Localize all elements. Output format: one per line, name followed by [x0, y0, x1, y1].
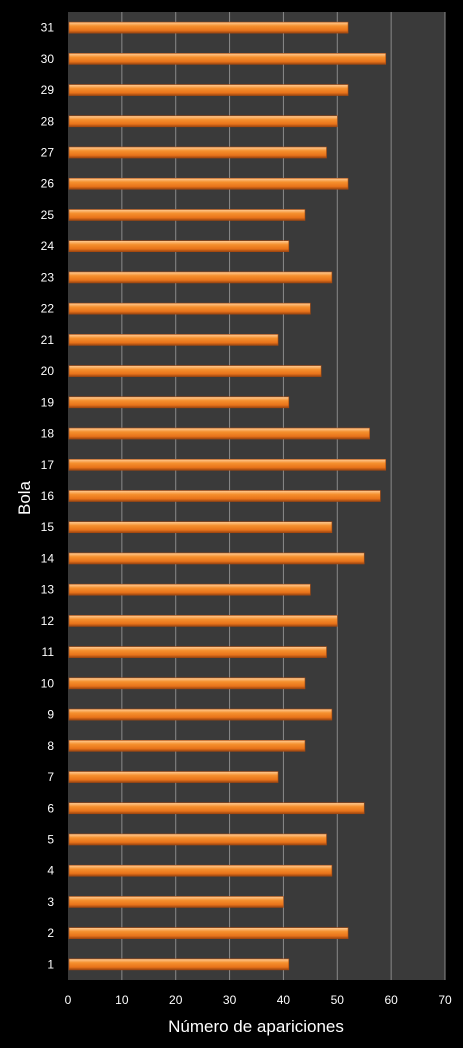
y-axis-title: Bola [15, 480, 34, 515]
x-tick-label: 30 [223, 993, 237, 1007]
bar-17 [68, 458, 387, 471]
y-tick-label: 28 [41, 114, 55, 128]
bar-28 [68, 115, 338, 128]
y-tick-label: 7 [47, 770, 54, 784]
bar-1 [68, 958, 290, 971]
bar-11 [68, 646, 327, 658]
x-tick-label: 0 [65, 993, 72, 1007]
y-tick-label: 30 [41, 52, 55, 66]
bar-26 [68, 177, 349, 190]
y-tick-label: 26 [41, 177, 55, 191]
bar-4 [68, 864, 333, 877]
bar-8 [68, 740, 306, 752]
bar-22 [68, 302, 311, 315]
bar-12 [68, 615, 338, 627]
bar-25 [68, 209, 306, 221]
bar-9 [68, 708, 333, 721]
bar-2 [68, 927, 349, 939]
x-tick-label: 70 [438, 993, 452, 1007]
y-tick-label: 6 [47, 801, 54, 815]
bar-24 [68, 240, 290, 252]
y-tick-label: 22 [41, 302, 55, 316]
x-tick-label: 60 [384, 993, 398, 1007]
y-tick-label: 11 [42, 645, 55, 659]
bar-14 [68, 552, 365, 565]
y-tick-label: 29 [41, 83, 55, 97]
bars [68, 21, 387, 971]
y-tick-label: 19 [41, 395, 55, 409]
y-tick-label: 18 [41, 427, 55, 441]
y-tick-label: 10 [41, 676, 55, 690]
y-tick-label: 14 [41, 551, 55, 565]
bar-15 [68, 521, 333, 534]
bar-23 [68, 271, 333, 284]
x-tick-labels: 0 10 20 30 40 50 60 70 [65, 993, 452, 1007]
y-tick-labels: 1234567891011121314151617181920212223242… [41, 21, 55, 972]
y-tick-label: 13 [41, 583, 55, 597]
x-tick-label: 10 [115, 993, 129, 1007]
bar-13 [68, 583, 311, 596]
y-tick-label: 16 [41, 489, 55, 503]
x-axis-title: Número de apariciones [168, 1017, 344, 1036]
y-tick-label: 24 [41, 239, 55, 253]
y-tick-label: 2 [47, 926, 54, 940]
y-tick-label: 12 [41, 614, 55, 628]
bar-6 [68, 802, 365, 815]
y-tick-label: 1 [47, 957, 54, 971]
bar-19 [68, 396, 290, 409]
y-tick-label: 4 [47, 864, 54, 878]
x-tick-label: 20 [169, 993, 183, 1007]
bar-30 [68, 53, 387, 65]
bar-27 [68, 146, 327, 159]
x-tick-label: 40 [277, 993, 291, 1007]
y-tick-label: 17 [41, 458, 55, 472]
y-tick-label: 25 [41, 208, 55, 222]
y-tick-label: 8 [47, 739, 54, 753]
y-tick-label: 5 [47, 832, 54, 846]
y-tick-label: 15 [41, 520, 55, 534]
bar-5 [68, 833, 327, 846]
bar-7 [68, 771, 279, 783]
y-tick-label: 21 [41, 333, 55, 347]
bar-31 [68, 21, 349, 34]
y-tick-label: 31 [41, 21, 55, 35]
bar-3 [68, 896, 284, 908]
y-tick-label: 27 [41, 146, 55, 160]
bar-21 [68, 334, 279, 346]
bar-16 [68, 490, 381, 502]
bar-20 [68, 365, 322, 377]
bar-10 [68, 677, 306, 690]
y-tick-label: 3 [47, 895, 54, 909]
bar-18 [68, 427, 370, 440]
y-tick-label: 23 [41, 270, 55, 284]
bar-29 [68, 84, 349, 96]
y-tick-label: 9 [47, 708, 54, 722]
y-tick-label: 20 [41, 364, 55, 378]
x-tick-label: 50 [331, 993, 345, 1007]
